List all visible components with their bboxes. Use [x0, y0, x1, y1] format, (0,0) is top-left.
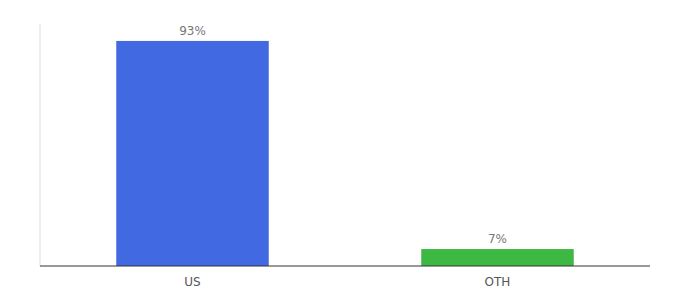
chart-svg: 93% 7% US OTH	[0, 0, 680, 300]
x-tick-label: OTH	[485, 275, 511, 289]
bar	[116, 41, 269, 266]
data-label: 93%	[179, 24, 206, 38]
y-axis-line	[40, 24, 41, 266]
bars	[116, 41, 574, 266]
data-label: 7%	[488, 232, 507, 246]
bar	[421, 249, 574, 266]
x-tick-label: US	[184, 275, 200, 289]
chart-container: 93% 7% US OTH	[0, 0, 680, 300]
x-axis-line	[40, 266, 650, 267]
